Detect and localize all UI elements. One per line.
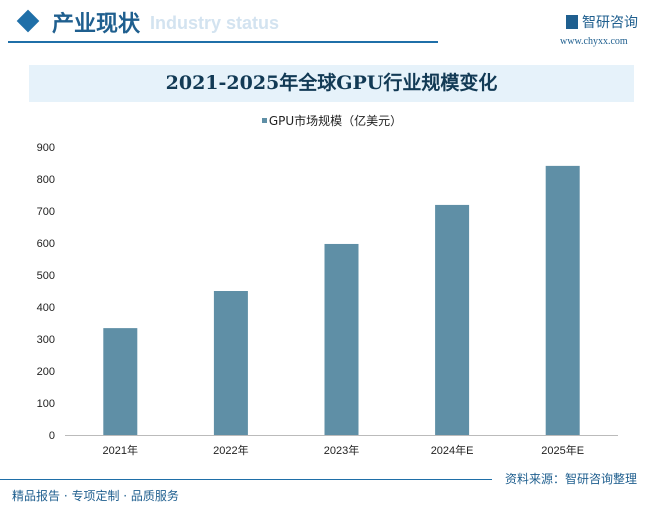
- section-diamond-icon: [16, 9, 40, 33]
- y-tick-label: 200: [37, 366, 55, 378]
- brand-icon: [566, 15, 578, 29]
- section-title: 产业现状: [52, 12, 141, 37]
- y-tick-label: 400: [37, 302, 55, 314]
- x-tick-label: 2023年: [324, 443, 359, 457]
- chart-title: 2021-2025年全球GPU行业规模变化: [29, 65, 634, 102]
- data-source: 资料来源：智研咨询整理: [505, 472, 638, 486]
- x-tick-label: 2021年: [103, 443, 138, 457]
- bar: [435, 204, 470, 435]
- brand-logo: 智研咨询: [566, 12, 638, 32]
- chart-legend: GPU市场规模（亿美元）: [0, 112, 664, 129]
- brand-url: www.chyxx.com: [560, 36, 628, 47]
- y-tick-label: 300: [37, 334, 55, 346]
- legend-label: GPU市场规模（亿美元）: [268, 114, 403, 128]
- bar: [213, 291, 248, 435]
- y-tick-label: 600: [37, 238, 55, 250]
- y-tick-label: 700: [37, 206, 55, 218]
- y-tick-label: 500: [37, 270, 55, 282]
- bar: [545, 165, 580, 435]
- y-tick-label: 900: [37, 142, 55, 154]
- footer-divider: [0, 479, 492, 480]
- header-divider: [8, 41, 438, 43]
- section-subtitle: Industry status: [150, 13, 280, 33]
- y-tick-label: 800: [37, 174, 55, 186]
- bar-chart: 0 100 200 300 400 500 600 700 800 900 2021年 2022年 20…: [37, 142, 618, 457]
- x-tick-label: 2025年E: [541, 443, 584, 457]
- bar: [103, 328, 138, 435]
- x-tick-label: 2024年E: [431, 443, 474, 457]
- y-tick-label: 100: [37, 398, 55, 410]
- bar: [324, 243, 359, 435]
- x-tick-label: 2022年: [213, 443, 248, 457]
- footer-slogan: 精品报告 · 专项定制 · 品质服务: [12, 489, 179, 503]
- legend-swatch: [261, 118, 267, 123]
- y-tick-label: 0: [49, 430, 55, 442]
- brand-name: 智研咨询: [582, 15, 638, 31]
